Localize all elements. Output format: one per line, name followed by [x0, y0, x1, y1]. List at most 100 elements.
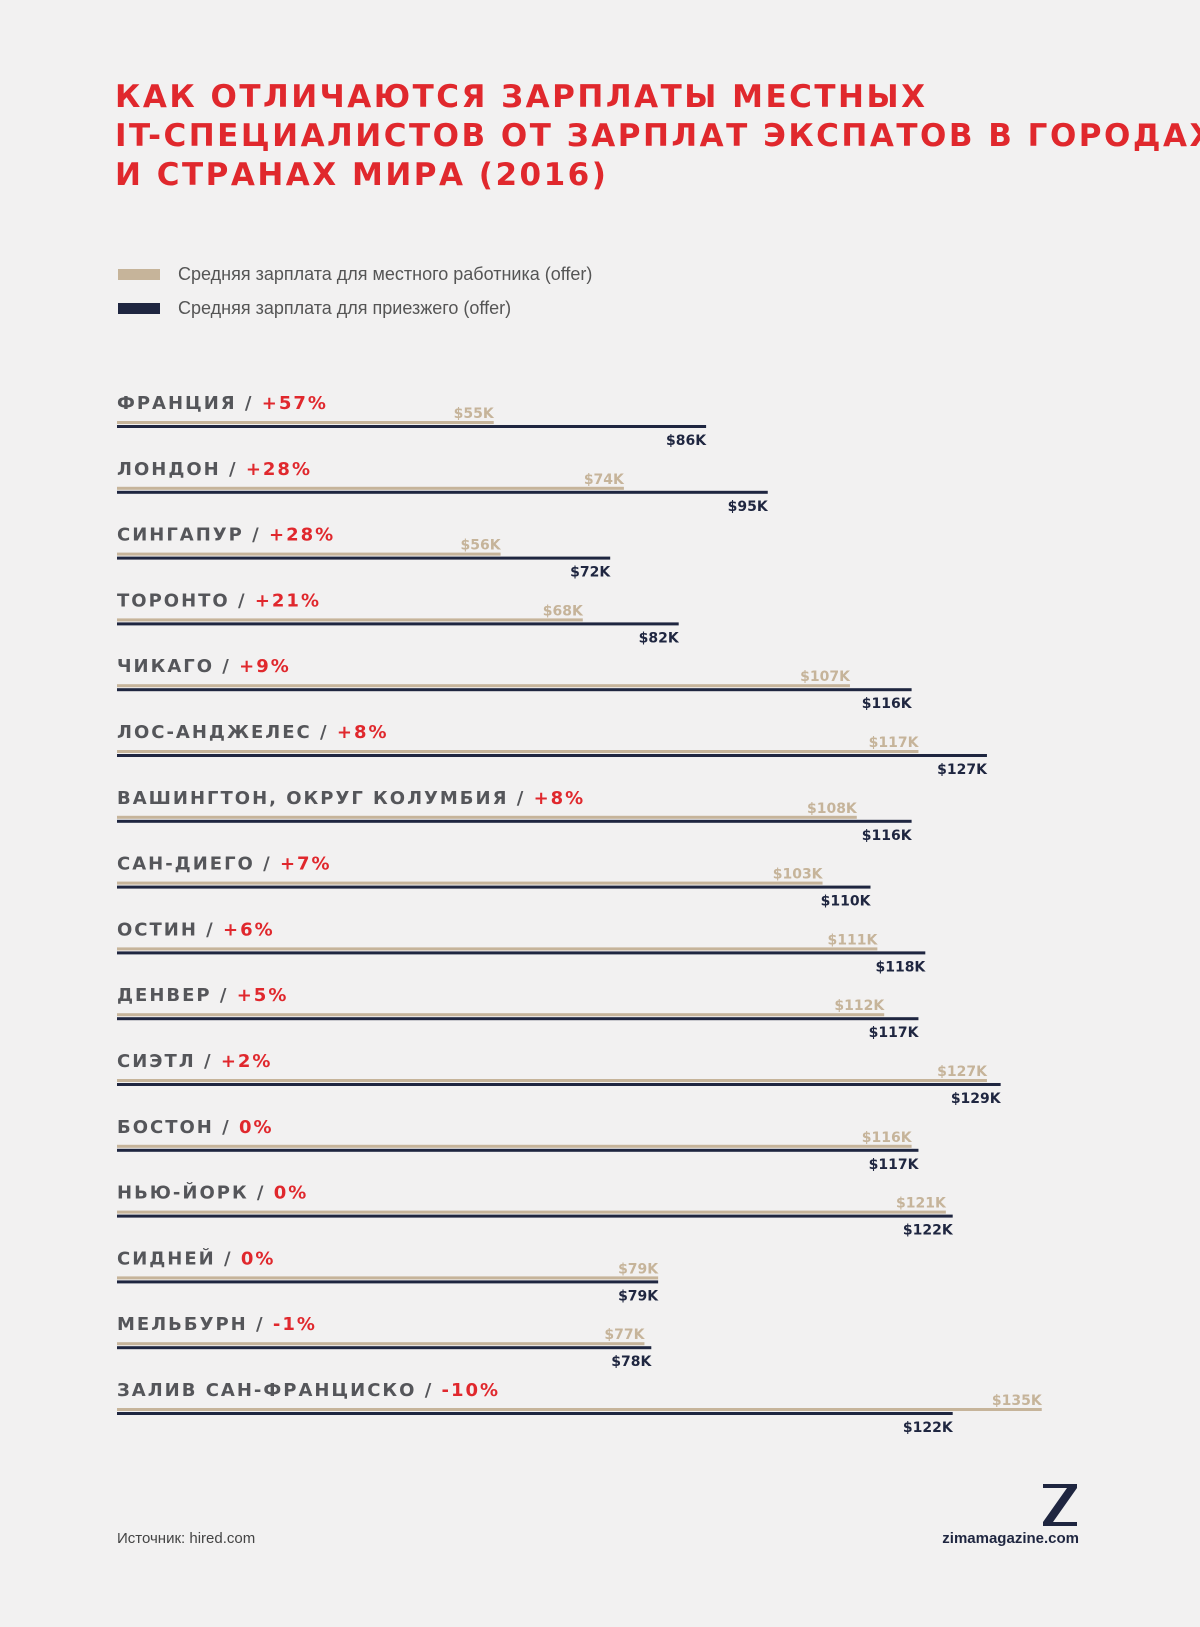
data-label-expat: $95K — [728, 499, 769, 515]
bar-expat — [117, 1083, 1001, 1086]
legend-swatch-local — [118, 269, 160, 280]
difference-percent: +7% — [280, 854, 332, 875]
data-label-local: $112K — [834, 998, 885, 1014]
legend-item-expat: Средняя зарплата для приезжего (offer) — [118, 298, 511, 319]
data-label-local: $56K — [461, 538, 502, 554]
row-label: ТОРОНТО / +21% — [117, 590, 321, 611]
difference-percent: +21% — [255, 590, 321, 611]
difference-percent: 0% — [241, 1248, 276, 1269]
data-label-local: $111K — [828, 932, 879, 948]
row-label: МЕЛЬБУРН / -1% — [117, 1314, 317, 1335]
legend-label-expat: Средняя зарплата для приезжего (offer) — [178, 298, 512, 318]
bar-local — [117, 1144, 912, 1148]
difference-percent: +2% — [221, 1051, 273, 1072]
bar-expat — [117, 1412, 953, 1415]
city-name: ЛОНДОН / — [117, 459, 246, 480]
row-label: ФРАНЦИЯ / +57% — [117, 393, 328, 414]
difference-percent: +5% — [237, 985, 289, 1006]
row-label: СИНГАПУР / +28% — [117, 525, 335, 546]
bar-local — [117, 1408, 1042, 1411]
data-label-local: $107K — [800, 669, 851, 685]
site-credit: zimamagazine.com — [942, 1530, 1079, 1547]
row-label: ОСТИН / +6% — [117, 919, 275, 940]
data-label-local: $127K — [937, 1064, 988, 1080]
data-label-local: $55K — [454, 406, 495, 422]
data-label-expat: $86K — [666, 433, 707, 449]
title-line-2: IT-СПЕЦИАЛИСТОВ ОТ ЗАРПЛАТ ЭКСПАТОВ В ГО… — [115, 118, 1200, 154]
bar-local — [117, 552, 501, 556]
bar-local — [117, 815, 857, 819]
city-name: ТОРОНТО / — [117, 590, 255, 611]
difference-percent: -1% — [273, 1314, 317, 1335]
row-label: ЛОНДОН / +28% — [117, 459, 312, 480]
bar-expat — [117, 490, 768, 494]
data-label-expat: $82K — [639, 630, 680, 646]
data-label-local: $74K — [584, 472, 625, 488]
row-label: ЛОС-АНДЖЕЛЕС / +8% — [117, 722, 389, 743]
data-label-local: $103K — [773, 867, 824, 883]
row-label: НЬЮ-ЙОРК / 0% — [117, 1182, 308, 1204]
bar-expat — [117, 1346, 652, 1350]
bar-local — [117, 1013, 885, 1017]
data-label-expat: $129K — [951, 1091, 1002, 1107]
data-label-expat: $116K — [862, 828, 913, 844]
bar-local — [117, 421, 494, 424]
legend-item-local: Средняя зарплата для местного работника … — [118, 264, 592, 285]
row-label: СИЭТЛ / +2% — [117, 1051, 272, 1072]
difference-percent: +6% — [223, 919, 275, 940]
city-name: САН-ДИЕГО / — [117, 854, 280, 875]
source-note: Источник: hired.com — [117, 1530, 256, 1547]
data-label-expat: $117K — [869, 1025, 920, 1041]
data-label-local: $121K — [896, 1196, 947, 1212]
city-name: ЗАЛИВ САН-ФРАНЦИСКО / — [117, 1380, 442, 1401]
data-label-expat: $72K — [570, 565, 611, 581]
city-name: БОСТОН / — [117, 1117, 239, 1138]
city-name: ВАШИНГТОН, ОКРУГ КОЛУМБИЯ / — [117, 788, 534, 809]
difference-percent: 0% — [239, 1117, 274, 1138]
difference-percent: +9% — [239, 656, 291, 677]
row-label: СИДНЕЙ / 0% — [117, 1247, 275, 1269]
title-line-1: КАК ОТЛИЧАЮТСЯ ЗАРПЛАТЫ МЕСТНЫХ — [115, 79, 928, 115]
bar-expat — [117, 951, 926, 955]
difference-percent: +28% — [269, 525, 335, 546]
city-name: МЕЛЬБУРН / — [117, 1314, 273, 1335]
bar-expat — [117, 1214, 953, 1218]
data-label-expat: $122K — [903, 1223, 954, 1239]
legend-swatch-expat — [118, 303, 160, 314]
difference-percent: 0% — [274, 1183, 309, 1204]
city-name: СИДНЕЙ / — [117, 1247, 241, 1269]
row-label: БОСТОН / 0% — [117, 1117, 274, 1138]
city-name: СИЭТЛ / — [117, 1051, 221, 1072]
bar-local — [117, 750, 919, 753]
bar-expat — [117, 885, 871, 889]
bar-expat — [117, 819, 912, 823]
bar-expat — [117, 1148, 919, 1152]
city-name: ДЕНВЕР / — [117, 985, 237, 1006]
city-name: ЧИКАГО / — [117, 656, 239, 677]
data-label-local: $68K — [543, 603, 584, 619]
city-name: ФРАНЦИЯ / — [117, 393, 262, 414]
row-label: ВАШИНГТОН, ОКРУГ КОЛУМБИЯ / +8% — [117, 788, 585, 809]
bar-local — [117, 486, 624, 490]
data-label-expat: $78K — [611, 1354, 652, 1370]
difference-percent: +57% — [262, 393, 328, 414]
row-label: САН-ДИЕГО / +7% — [117, 854, 332, 875]
data-label-expat: $117K — [869, 1157, 920, 1173]
bar-local — [117, 1342, 645, 1346]
row-label: ДЕНВЕР / +5% — [117, 985, 288, 1006]
data-label-expat: $127K — [937, 762, 988, 778]
data-label-expat: $79K — [618, 1288, 659, 1304]
bar-expat — [117, 1017, 919, 1021]
data-label-expat: $118K — [875, 959, 926, 975]
title-line-3: И СТРАНАХ МИРА (2016) — [115, 157, 609, 193]
city-name: НЬЮ-ЙОРК / — [117, 1182, 274, 1204]
data-label-local: $117K — [869, 735, 920, 751]
data-label-local: $77K — [604, 1327, 645, 1343]
bar-expat — [117, 425, 707, 428]
zima-logo-icon — [1043, 1484, 1077, 1526]
chart-title: КАК ОТЛИЧАЮТСЯ ЗАРПЛАТЫ МЕСТНЫХ IT-СПЕЦИ… — [115, 78, 1200, 195]
data-label-local: $116K — [862, 1130, 913, 1146]
row-label: ЗАЛИВ САН-ФРАНЦИСКО / -10% — [117, 1380, 500, 1401]
data-label-expat: $110K — [821, 894, 872, 910]
